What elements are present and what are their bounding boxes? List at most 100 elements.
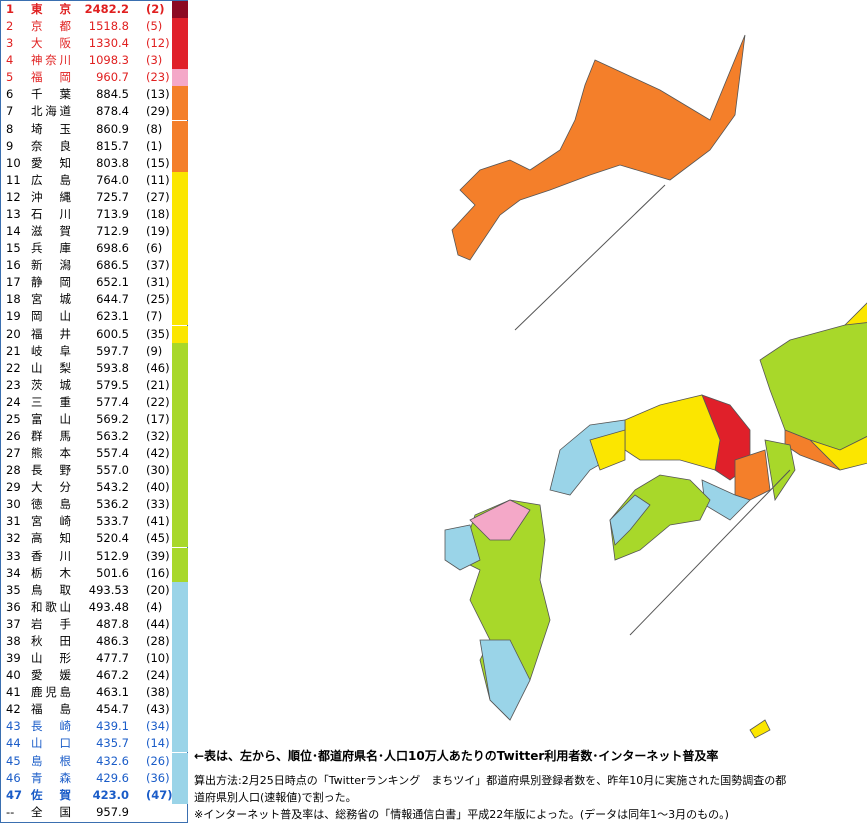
table-row: 22 山梨 593.8 (46) — [1, 359, 188, 377]
color-swatch — [172, 667, 188, 685]
value: 712.9 — [96, 224, 129, 239]
value: 435.7 — [96, 736, 129, 751]
table-row: 14 滋賀 712.9 (19) — [1, 223, 188, 241]
rank: 29 — [6, 480, 21, 495]
color-swatch — [172, 103, 188, 121]
internet-rank: (40) — [146, 480, 170, 495]
table-row: 12 沖縄 725.7 (27) — [1, 188, 188, 206]
table-row: 46 青森 429.6 (36) — [1, 769, 188, 787]
internet-rank: (43) — [146, 702, 170, 717]
color-swatch — [172, 376, 188, 394]
map — [444, 34, 867, 739]
prefecture: 福岡 — [31, 70, 71, 85]
color-swatch — [172, 547, 188, 565]
internet-rank: (25) — [146, 292, 170, 307]
color-swatch — [172, 154, 188, 172]
rank: 35 — [6, 582, 21, 597]
color-swatch — [172, 257, 188, 275]
color-swatch — [172, 308, 188, 326]
rank: 17 — [6, 275, 21, 290]
rank: 46 — [6, 770, 21, 785]
color-swatch — [172, 188, 188, 206]
value: 493.48 — [88, 599, 129, 614]
table-row: 26 群馬 563.2 (32) — [1, 428, 188, 445]
internet-rank: (16) — [146, 565, 170, 580]
internet-rank: (47) — [146, 787, 173, 802]
prefecture: 秋田 — [31, 633, 71, 648]
internet-rank: (21) — [146, 377, 170, 392]
rank: 22 — [6, 360, 21, 375]
value: 557.0 — [96, 463, 129, 478]
table-row: 9 奈良 815.7 (1) — [1, 137, 188, 155]
value: 713.9 — [96, 206, 129, 221]
color-swatch — [172, 240, 188, 258]
prefecture: 福井 — [31, 326, 71, 341]
prefecture: 静岡 — [31, 275, 71, 290]
chugoku-east — [624, 394, 721, 471]
ranking-table: 1 東京 2482.2 (2) 2 京都 1518.8 (5) 3 大阪 1330.4 (12) 4 神奈… — [0, 0, 188, 823]
prefecture: 群馬 — [31, 429, 71, 443]
color-swatch — [172, 769, 188, 787]
value: 803.8 — [96, 155, 129, 170]
table-row: 23 茨城 579.5 (21) — [1, 376, 188, 394]
value: 512.9 — [96, 548, 129, 563]
value: 454.7 — [96, 702, 129, 717]
table-row: 30 徳島 536.2 (33) — [1, 496, 188, 514]
rank: 31 — [6, 514, 21, 529]
internet-rank: (36) — [146, 770, 170, 785]
rank: 27 — [6, 446, 21, 461]
rank: 40 — [6, 668, 21, 683]
rank: 44 — [6, 736, 21, 751]
color-swatch — [172, 513, 188, 531]
color-swatch — [172, 530, 188, 548]
value: 644.7 — [96, 292, 129, 307]
table-row: 31 宮崎 533.7 (41) — [1, 513, 188, 531]
internet-rank: (32) — [146, 429, 170, 443]
rank: 34 — [6, 565, 21, 580]
prefecture: 沖縄 — [31, 189, 71, 204]
value: 860.9 — [96, 121, 129, 136]
prefecture: 山形 — [31, 651, 71, 666]
table-row: 16 新潟 686.5 (37) — [1, 257, 188, 275]
rank: 7 — [6, 104, 14, 119]
aichi — [784, 429, 841, 471]
value: 1098.3 — [88, 53, 129, 68]
color-swatch — [172, 1, 188, 18]
prefecture: 青森 — [31, 770, 71, 785]
table-row: 8 埼玉 860.9 (8) — [1, 120, 188, 138]
table-row: 45 島根 432.6 (26) — [1, 752, 188, 770]
value: 686.5 — [96, 258, 129, 273]
value: 884.5 — [96, 87, 129, 102]
table-row: 18 宮城 644.7 (25) — [1, 291, 188, 309]
prefecture: 香川 — [31, 548, 71, 563]
table-row: 39 山形 477.7 (10) — [1, 650, 188, 668]
value: 463.1 — [96, 685, 129, 700]
rank: 3 — [6, 36, 14, 51]
value: 557.4 — [96, 446, 129, 461]
color-swatch — [172, 615, 188, 633]
prefecture: 岩手 — [31, 616, 71, 631]
prefecture: 三重 — [31, 394, 71, 409]
table-row: 44 山口 435.7 (14) — [1, 735, 188, 753]
color-swatch — [172, 291, 188, 309]
color-swatch — [172, 86, 188, 104]
mie — [764, 439, 796, 502]
prefecture: 岡山 — [31, 309, 71, 324]
table-row: 41 鹿児島 463.1 (38) — [1, 684, 188, 702]
note-line: 道府県別人口(速報値)で割った。 — [194, 791, 357, 804]
internet-rank: (23) — [146, 70, 170, 85]
value: 487.8 — [96, 616, 129, 631]
divider — [629, 469, 791, 636]
prefecture: 岐阜 — [31, 343, 71, 358]
table-row: 7 北海道 878.4 (29) — [1, 103, 188, 121]
prefecture: 山梨 — [31, 360, 71, 375]
value: 878.4 — [96, 104, 129, 119]
table-row: 15 兵庫 698.6 (6) — [1, 240, 188, 258]
value: 815.7 — [96, 138, 129, 153]
rank: 4 — [6, 53, 14, 68]
color-swatch — [172, 171, 188, 189]
prefecture: 埼玉 — [31, 121, 71, 136]
color-swatch — [172, 632, 188, 650]
table-row: 5 福岡 960.7 (23) — [1, 69, 188, 87]
